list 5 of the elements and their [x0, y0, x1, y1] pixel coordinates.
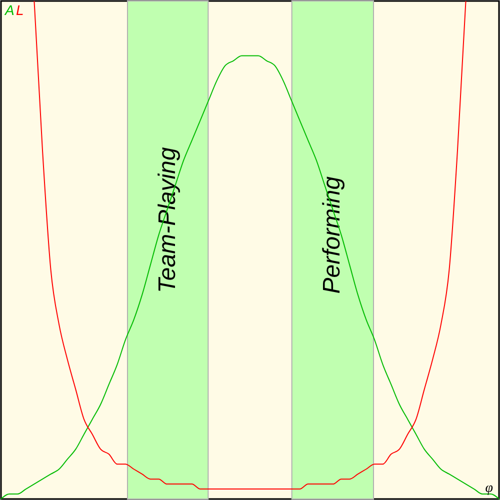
text: A: [4, 2, 14, 18]
annotation: Performing: [318, 176, 346, 294]
x-axis-title: φ: [485, 481, 494, 496]
series-label: L: [16, 2, 24, 18]
annotation: Team-Playing: [154, 146, 181, 294]
